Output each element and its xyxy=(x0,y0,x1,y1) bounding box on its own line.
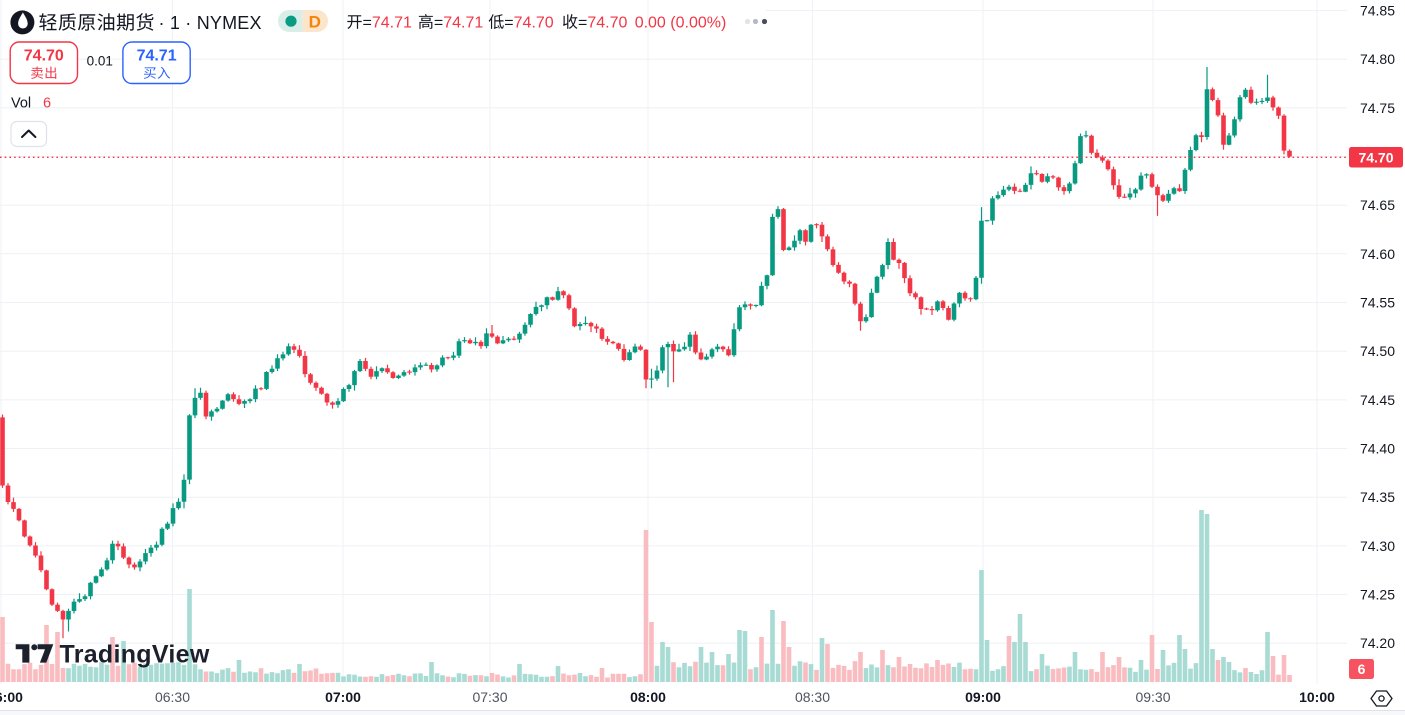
svg-text:07:00: 07:00 xyxy=(325,689,361,705)
svg-text:07:30: 07:30 xyxy=(472,689,507,705)
svg-text:09:30: 09:30 xyxy=(1135,689,1170,705)
svg-text:74.65: 74.65 xyxy=(1360,197,1395,213)
svg-text:74.40: 74.40 xyxy=(1360,441,1395,457)
svg-text:TradingView: TradingView xyxy=(60,641,210,669)
svg-text:08:00: 08:00 xyxy=(630,689,666,705)
svg-text:74.70: 74.70 xyxy=(24,48,64,65)
svg-text:74.85: 74.85 xyxy=(1360,3,1395,19)
svg-text:Vol: Vol xyxy=(11,96,31,112)
svg-text:74.75: 74.75 xyxy=(1360,100,1395,116)
svg-text:09:00: 09:00 xyxy=(965,689,1001,705)
svg-text:06:30: 06:30 xyxy=(155,689,190,705)
svg-text:74.35: 74.35 xyxy=(1360,489,1395,505)
svg-text:74.45: 74.45 xyxy=(1360,392,1395,408)
svg-text:74.60: 74.60 xyxy=(1360,246,1395,262)
svg-text:· 1 · NYMEX: · 1 · NYMEX xyxy=(159,13,262,33)
svg-text:08:30: 08:30 xyxy=(795,689,830,705)
svg-text:74.25: 74.25 xyxy=(1360,587,1395,603)
svg-text:D: D xyxy=(309,12,321,31)
svg-text:=74.70: =74.70 xyxy=(504,15,553,32)
svg-text:74.70: 74.70 xyxy=(1358,150,1393,166)
svg-text:=74.71: =74.71 xyxy=(363,15,412,32)
svg-text:=74.70: =74.70 xyxy=(578,15,627,32)
svg-text:0.00 (0.00%): 0.00 (0.00%) xyxy=(635,15,727,32)
svg-text:74.50: 74.50 xyxy=(1360,343,1395,359)
svg-text:6: 6 xyxy=(1358,661,1366,677)
svg-text:74.20: 74.20 xyxy=(1360,635,1395,651)
svg-text:6: 6 xyxy=(43,96,51,112)
svg-text:06:00: 06:00 xyxy=(0,689,23,705)
svg-text:0.01: 0.01 xyxy=(87,53,113,68)
svg-text:10:00: 10:00 xyxy=(1299,689,1335,705)
svg-text:74.30: 74.30 xyxy=(1360,538,1395,554)
svg-text:74.71: 74.71 xyxy=(137,48,177,65)
svg-text:74.55: 74.55 xyxy=(1360,295,1395,311)
svg-text:=74.71: =74.71 xyxy=(434,15,483,32)
svg-text:74.80: 74.80 xyxy=(1360,51,1395,67)
